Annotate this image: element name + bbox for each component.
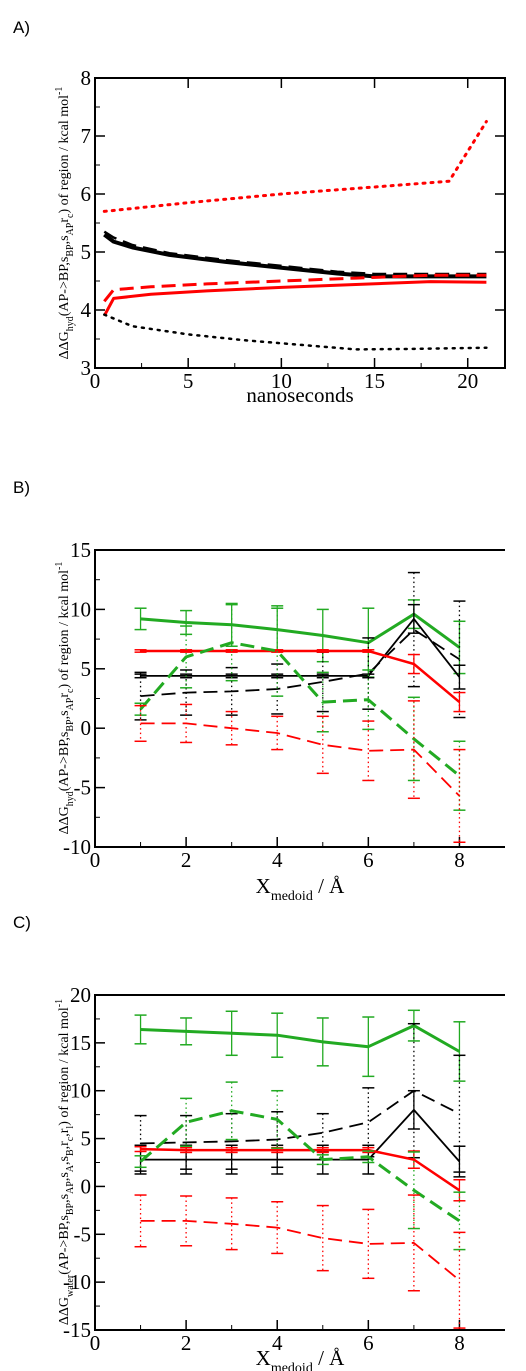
chart-0-ylabel: ΔΔGhyd(AP->BP,sBP,sAPrc) of region / kca… [54, 87, 76, 360]
panel-c-label: C) [13, 913, 31, 932]
chart-0-series-3-line [103, 273, 487, 303]
chart-2-xlabel: Xmedoid / Å [256, 1346, 346, 1371]
chart-0-ytick-label: 6 [81, 182, 92, 206]
chart-2-ytick-label: 0 [81, 1174, 92, 1198]
chart-1-xtick-label: 0 [90, 848, 101, 872]
chart-0-xtick-label: 0 [90, 369, 101, 393]
chart-0-series-5-line [103, 313, 488, 351]
chart-1-xtick-label: 2 [181, 848, 192, 872]
chart-0-ytick-label: 8 [81, 66, 92, 90]
chart-0-series-4-line [102, 280, 487, 317]
chart-1-xlabel: Xmedoid / Å [256, 874, 346, 904]
chart-1-series-0-line [140, 612, 461, 649]
chart-1-xtick-label: 4 [272, 848, 283, 872]
chart-0-xtick-label: 20 [457, 369, 478, 393]
chart-2-ytick-label: -10 [63, 1270, 91, 1294]
chart-2-xtick-label: 0 [90, 1331, 101, 1355]
chart-1-ytick-label: 15 [70, 538, 91, 562]
chart-2-axes [94, 994, 505, 1331]
chart-1-ytick-label: 10 [70, 597, 91, 621]
chart-2-series-2-line [140, 1109, 461, 1163]
chart-0-series-2-line [103, 230, 487, 276]
chart-0-xtick-label: 10 [271, 369, 292, 393]
chart-0-xtick-label: 15 [364, 369, 385, 393]
chart-1-series-5-line [140, 722, 461, 797]
chart-1-series-3-line [140, 649, 461, 704]
chart-2-xtick-label: 2 [181, 1331, 192, 1355]
chart-0-series-1-line [103, 233, 487, 279]
chart-2-ytick-label: -5 [74, 1222, 92, 1246]
chart-0-xtick-label: 5 [183, 369, 194, 393]
chart-0-ytick-label: 5 [81, 240, 92, 264]
chart-0-axes [94, 77, 506, 369]
chart-1-series-4-line [139, 641, 461, 777]
chart-1-ytick-label: -5 [74, 776, 92, 800]
chart-2-series-5-line [140, 1220, 460, 1281]
chart-2-ytick-label: 20 [70, 983, 91, 1007]
chart-2-ylabel: ΔΔGwater(AP->BP,sBP,sAP,sA,sB,rc,rl) of … [54, 999, 76, 1325]
chart-1-series-1-line [140, 618, 461, 678]
chart-2-ytick-label: 5 [81, 1127, 92, 1151]
chart-2-xtick-label: 4 [272, 1331, 283, 1355]
chart-1-series-2-line [140, 628, 460, 697]
chart-0-ytick-label: 4 [81, 298, 92, 322]
chart-0-ytick-label: 3 [81, 356, 92, 380]
chart-0-series-0-line [102, 120, 488, 213]
chart-2-xtick-label: 6 [363, 1331, 374, 1355]
chart-2-ytick-label: 10 [70, 1079, 91, 1103]
chart-0-xlabel: nanoseconds [246, 383, 353, 407]
chart-2-series-1-line [140, 1089, 460, 1145]
chart-1-xtick-label: 6 [363, 848, 374, 872]
chart-2-ytick-label: 15 [70, 1031, 91, 1055]
panel-a-label: A) [13, 18, 30, 37]
chart-1-ytick-label: 5 [81, 657, 92, 681]
chart-2-series-0-line [140, 1024, 461, 1053]
chart-0-ytick-label: 7 [81, 124, 92, 148]
chart-1-ytick-label: 0 [81, 716, 92, 740]
chart-2-ytick-label: -15 [63, 1318, 91, 1342]
chart-1-ylabel: ΔΔGhyd(AP->BP,sBP,sAPrc) of region / kca… [54, 562, 76, 835]
chart-1-ytick-label: -10 [63, 835, 91, 859]
chart-2-series-4-line [139, 1109, 461, 1223]
chart-2-series-3-line [140, 1147, 461, 1192]
chart-2-xtick-label: 8 [454, 1331, 465, 1355]
panel-b-label: B) [13, 478, 30, 497]
chart-1-xtick-label: 8 [454, 848, 465, 872]
chart-1-axes [94, 549, 505, 848]
